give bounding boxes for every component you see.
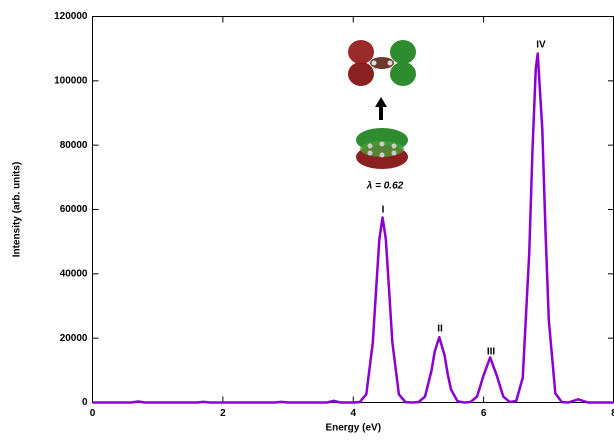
y-tick-label: 20000 <box>60 333 88 344</box>
orbital-after <box>348 40 416 86</box>
y-tick-label: 60000 <box>60 204 88 215</box>
x-axis-label: Energy (eV) <box>325 423 381 434</box>
x-tick-label: 0 <box>90 408 96 419</box>
peak-annotation: IV <box>536 40 546 51</box>
x-tick-label: 8 <box>611 408 614 419</box>
peak-annotation: III <box>487 347 496 358</box>
peak-annotation: II <box>437 324 443 335</box>
y-tick-label: 100000 <box>54 75 88 86</box>
y-axis-label: Intensity (arb. units) <box>12 162 23 258</box>
x-tick-label: 2 <box>220 408 226 419</box>
spectrum-line <box>92 52 614 404</box>
y-tick-label: 40000 <box>60 268 88 279</box>
peak-annotation: I <box>382 205 385 216</box>
x-tick-label: 4 <box>350 408 356 419</box>
transition-arrow <box>375 97 387 120</box>
y-tick-label: 80000 <box>60 140 88 151</box>
peak-annotation: λ = 0.62 <box>366 181 404 192</box>
y-tick-label: 0 <box>82 397 88 408</box>
x-tick-label: 6 <box>481 408 487 419</box>
y-tick-label: 120000 <box>54 11 88 22</box>
orbital-before <box>356 128 408 169</box>
